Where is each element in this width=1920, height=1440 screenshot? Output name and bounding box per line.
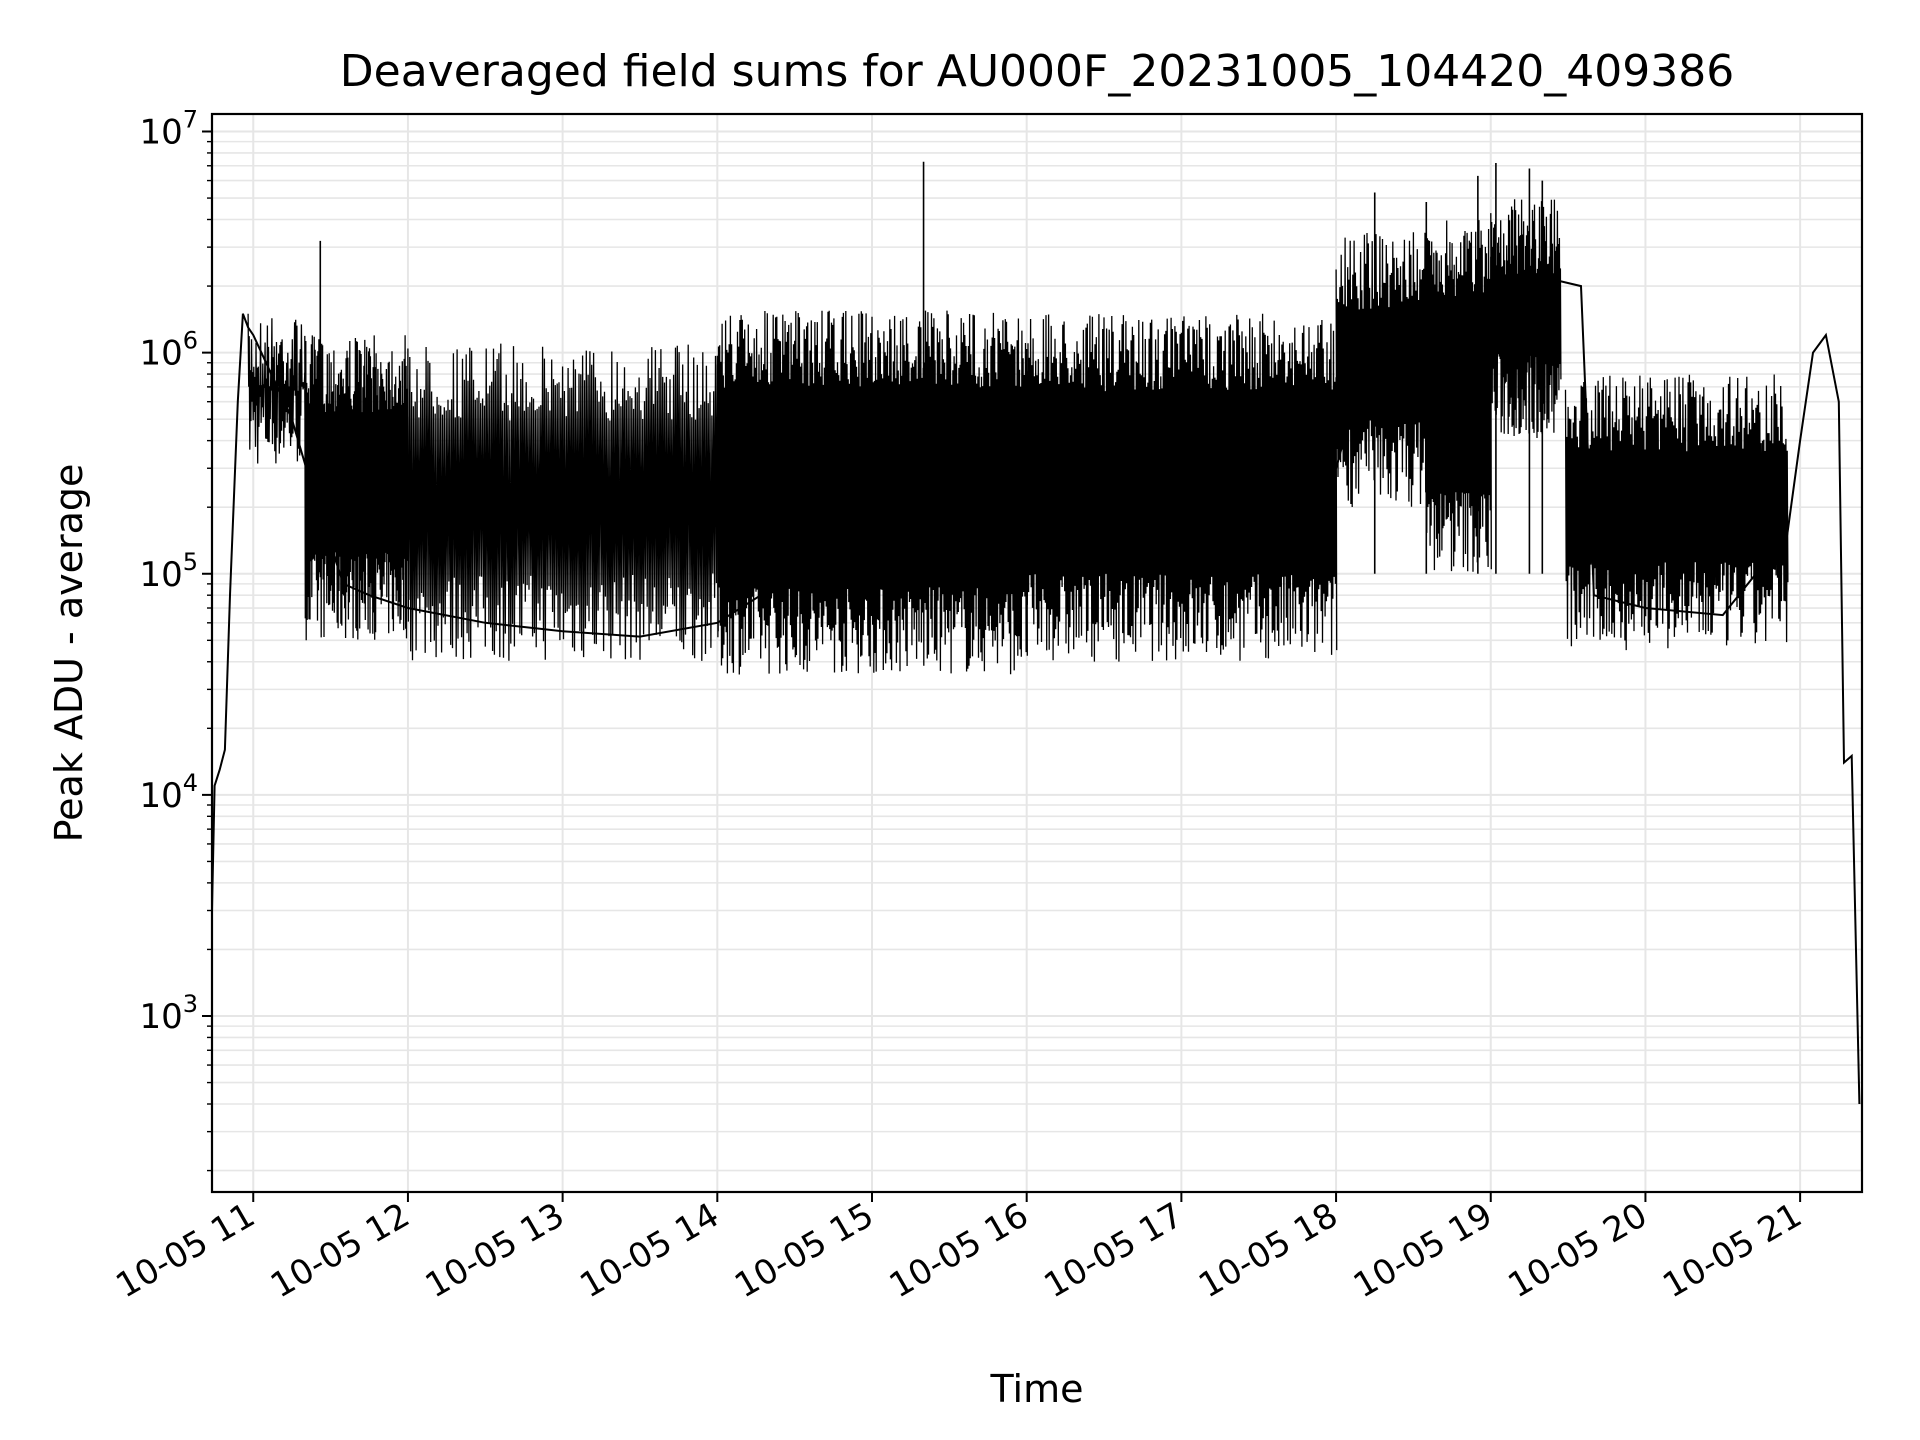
series-oscillation <box>1425 220 1492 572</box>
series-oscillation <box>1335 232 1428 508</box>
y-tick-label: 107 <box>139 106 198 153</box>
series-oscillation <box>1564 374 1789 651</box>
series-oscillation <box>407 343 719 661</box>
x-axis-label: Time <box>990 1367 1084 1411</box>
y-tick-label: 104 <box>139 769 198 816</box>
series-oscillation <box>247 313 307 464</box>
y-tick-label: 105 <box>139 548 198 595</box>
series-oscillation <box>304 335 410 641</box>
y-tick-label: 103 <box>139 990 198 1037</box>
plot-frame <box>210 112 1864 1194</box>
series-oscillation <box>716 310 1028 675</box>
series-oscillation <box>1026 313 1338 662</box>
series-layer <box>211 161 1861 1105</box>
series-oscillation <box>1490 199 1562 439</box>
y-axis-label: Peak ADU - average <box>47 464 91 843</box>
y-tick-label: 106 <box>139 327 198 374</box>
chart-title: Deaveraged field sums for AU000F_2023100… <box>340 46 1734 97</box>
